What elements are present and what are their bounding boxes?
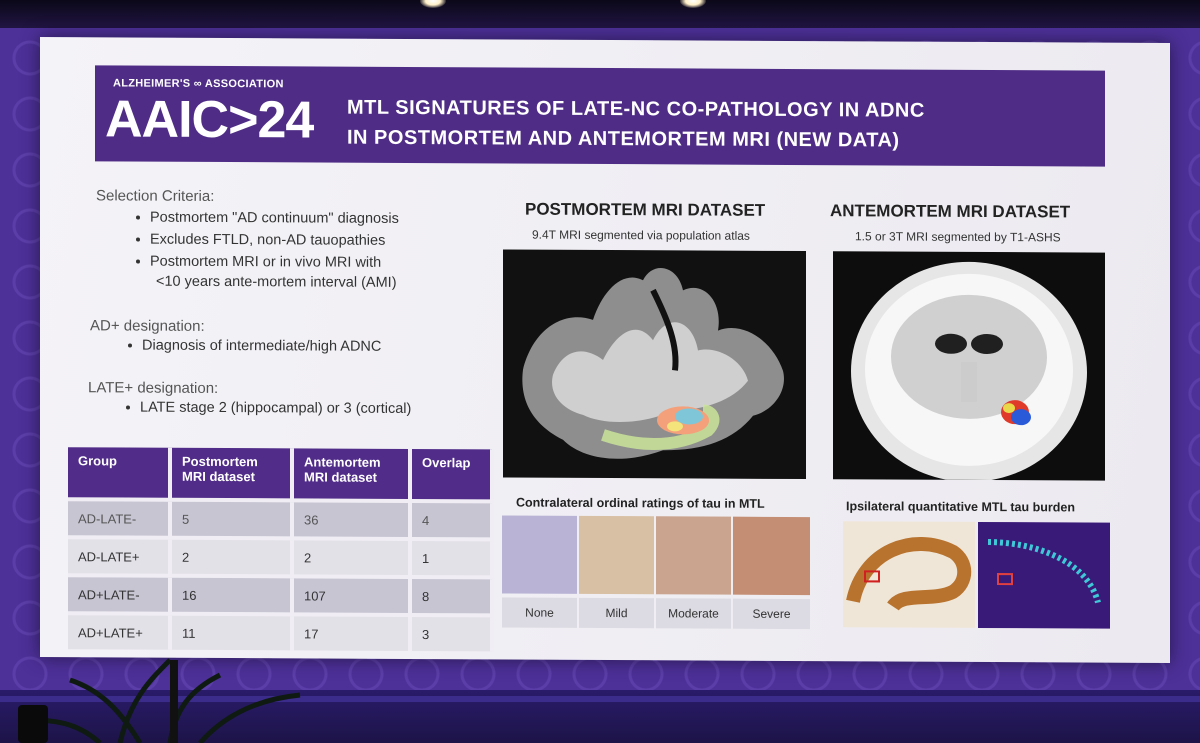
antemortem-mri-image [833,251,1105,481]
cell-postmortem: 2 [170,537,292,577]
bullet-icon [136,215,140,220]
stage-floor-strip [0,696,1200,702]
table-row: AD-LATE- 5 36 4 [68,499,492,540]
bullet-icon [136,259,140,264]
postmortem-caption: Contralateral ordinal ratings of tau in … [516,495,765,511]
antemortem-title: ANTEMORTEM MRI DATASET [830,201,1071,222]
criteria-item: Postmortem MRI or in vivo MRI with [136,254,381,271]
late-designation-item: LATE stage 2 (hippocampal) or 3 (cortica… [126,399,411,417]
cell-group: AD-LATE+ [68,537,170,576]
postmortem-mri-image [503,249,806,480]
projection-screen: ALZHEIMER'S ∞ ASSOCIATION AAIC>24 MTL SI… [40,37,1170,663]
col-header-group: Group [68,447,170,500]
criteria-item-cont: <10 years ante-mortem interval (AMI) [156,273,397,291]
tau-mild-sample [579,515,654,595]
aaic-logo: AAIC>24 [105,90,314,150]
cell-postmortem: 16 [170,575,292,615]
brand-small-text: ALZHEIMER'S ∞ ASSOCIATION [113,77,284,91]
rating-none: None [502,597,577,628]
postmortem-title: POSTMORTEM MRI DATASET [525,199,766,220]
slide-title: MTL SIGNATURES OF LATE-NC CO-PATHOLOGY I… [347,93,925,156]
criteria-item: Postmortem "AD continuum" diagnosis [136,210,399,227]
title-line-1: MTL SIGNATURES OF LATE-NC CO-PATHOLOGY I… [347,96,925,122]
bullet-icon [126,405,130,410]
cell-overlap: 1 [410,538,492,578]
table-row: AD-LATE+ 2 2 1 [68,537,492,578]
rating-mild: Mild [579,597,654,629]
cell-antemortem: 107 [292,576,410,615]
bullet-icon [128,343,132,348]
cell-overlap: 8 [410,576,492,616]
slide-header: ALZHEIMER'S ∞ ASSOCIATION AAIC>24 MTL SI… [95,65,1105,167]
cell-antemortem: 2 [292,538,410,577]
stage-light [680,0,706,8]
tau-burden-map [987,539,1101,604]
tau-histology-image [843,521,975,628]
tau-rating-strip [502,515,810,596]
hippocampus-stain [846,537,972,612]
col-header-postmortem: Postmortem MRI dataset [170,447,292,501]
title-line-2: IN POSTMORTEM AND ANTEMORTEM MRI (NEW DA… [347,126,900,152]
bullet-icon [136,237,140,242]
postmortem-brain-slice [522,268,784,459]
selection-criteria-heading: Selection Criteria: [96,187,215,205]
cell-overlap: 4 [410,500,492,540]
cell-group: AD+LATE- [68,575,170,614]
foreground-plant-silhouette [29,658,301,743]
rating-moderate: Moderate [656,598,731,629]
cell-antemortem: 36 [292,500,410,539]
table-header-row: Group Postmortem MRI dataset Antemortem MR… [68,447,492,502]
tau-none-sample [502,515,577,594]
criteria-item: Excludes FTLD, non-AD tauopathies [136,232,385,249]
tau-severe-sample [733,516,810,596]
late-designation-heading: LATE+ designation: [88,379,219,397]
postmortem-subtitle: 9.4T MRI segmented via population atlas [532,227,750,243]
antemortem-caption: Ipsilateral quantitative MTL tau burden [846,499,1075,515]
ad-designation-item: Diagnosis of intermediate/high ADNC [128,338,381,355]
stage-light [420,0,446,8]
col-header-antemortem: Antemortem MRI dataset [292,448,410,501]
group-table: Group Postmortem MRI dataset Antemortem MR… [68,447,494,652]
antemortem-subtitle: 1.5 or 3T MRI segmented by T1-ASHS [855,229,1061,245]
tau-moderate-sample [656,516,731,595]
ad-designation-heading: AD+ designation: [90,317,205,335]
antemortem-coronal-slice [851,261,1087,481]
cell-postmortem: 5 [170,499,292,539]
speaker-box [18,705,48,743]
col-header-overlap: Overlap [410,448,492,502]
cell-group: AD-LATE- [68,499,170,538]
rating-severe: Severe [733,598,810,630]
tau-quantitative-map [978,521,1110,629]
table-row: AD+LATE- 16 107 8 [68,575,492,616]
